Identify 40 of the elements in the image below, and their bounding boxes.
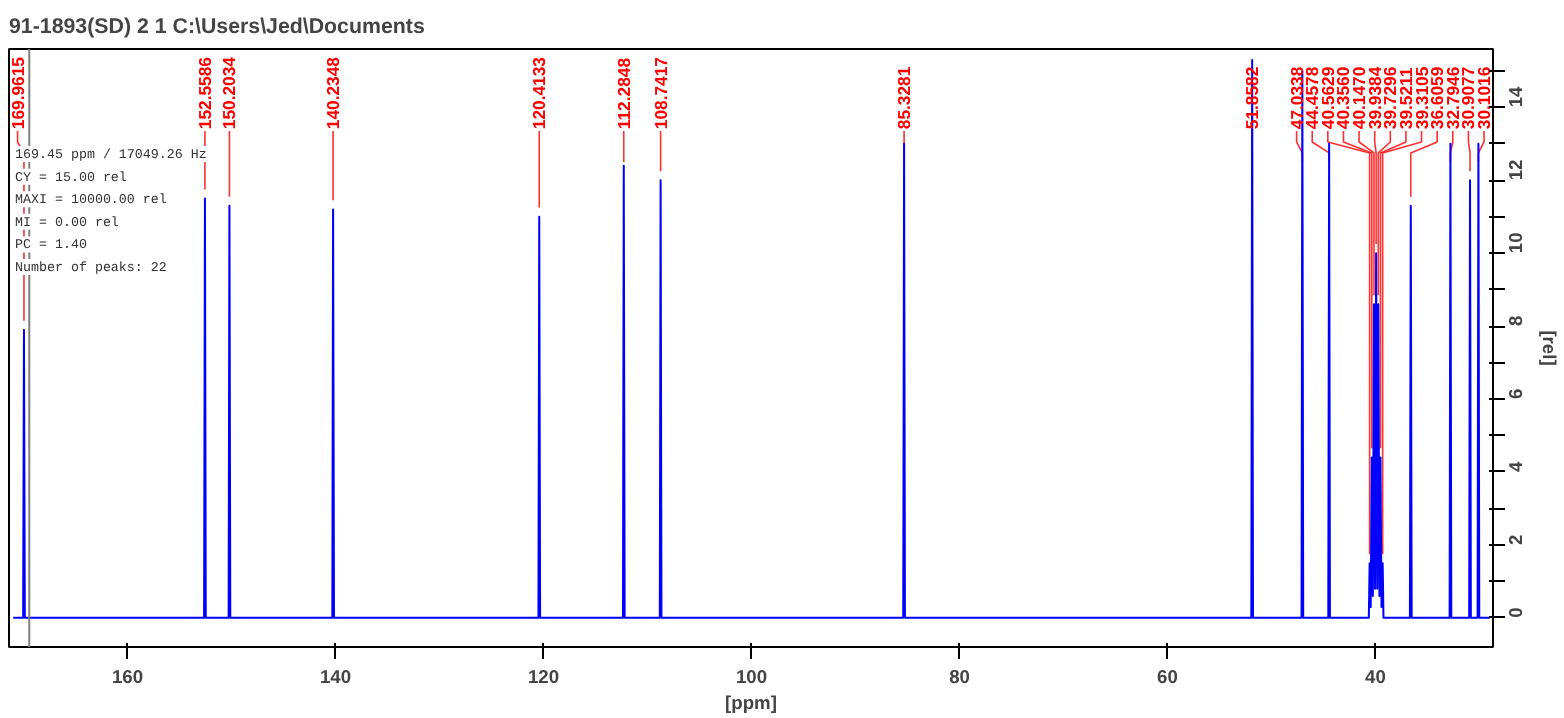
- annotation: 30.1016: [1474, 66, 1495, 130]
- x-tick-label: 100: [735, 667, 768, 687]
- annotation: 120.4133: [529, 56, 550, 130]
- annotation: 40.1470: [1349, 66, 1370, 130]
- y-tick-label: 2: [1506, 534, 1526, 545]
- y-tick-label: 8: [1506, 315, 1526, 327]
- y-axis-title: [rel]: [1539, 330, 1559, 366]
- x-tick-label: 60: [1157, 667, 1178, 687]
- annotation: 112.2848: [613, 57, 634, 130]
- annotation: 85.3281: [894, 66, 915, 130]
- x-axis-title: [ppm]: [725, 693, 777, 713]
- annotation: 39.9384: [1364, 66, 1385, 130]
- annotation: 40.5629: [1317, 66, 1338, 130]
- x-tick-label: 160: [111, 667, 144, 687]
- annotation: 32.7946: [1442, 66, 1463, 130]
- y-tick-label: 10: [1506, 232, 1526, 254]
- y-tick-label: 6: [1506, 388, 1526, 400]
- x-tick-label: 80: [949, 667, 970, 687]
- annotation: 39.5211: [1395, 67, 1416, 130]
- annotation: 47.0338: [1286, 66, 1307, 130]
- annotation: 44.4578: [1302, 66, 1323, 130]
- y-tick-label: 0: [1506, 607, 1526, 618]
- y-tick-label: 12: [1506, 159, 1526, 181]
- annotation: 150.2034: [219, 56, 240, 130]
- annotation: 169.9615: [7, 56, 28, 130]
- annotation: 36.6059: [1427, 66, 1448, 130]
- annotation: 39.3105: [1411, 66, 1432, 130]
- x-tick-label: 140: [319, 667, 352, 687]
- y-tick-label: 4: [1506, 459, 1526, 472]
- annotation: 51.8582: [1242, 66, 1263, 130]
- x-tick-label: 40: [1365, 667, 1386, 687]
- chart-title: 91-1893(SD) 2 1 C:\Users\Jed\Documents: [9, 15, 425, 39]
- annotation: 152.5586: [194, 56, 215, 130]
- annotation: 39.7296: [1380, 66, 1401, 130]
- y-tick-label: 14: [1506, 84, 1526, 108]
- annotation: 108.7417: [650, 56, 671, 130]
- annotation: 30.9077: [1458, 66, 1479, 130]
- annotation: 40.3560: [1333, 66, 1354, 130]
- x-tick-label: 120: [527, 667, 560, 687]
- annotation: 140.2348: [323, 56, 344, 130]
